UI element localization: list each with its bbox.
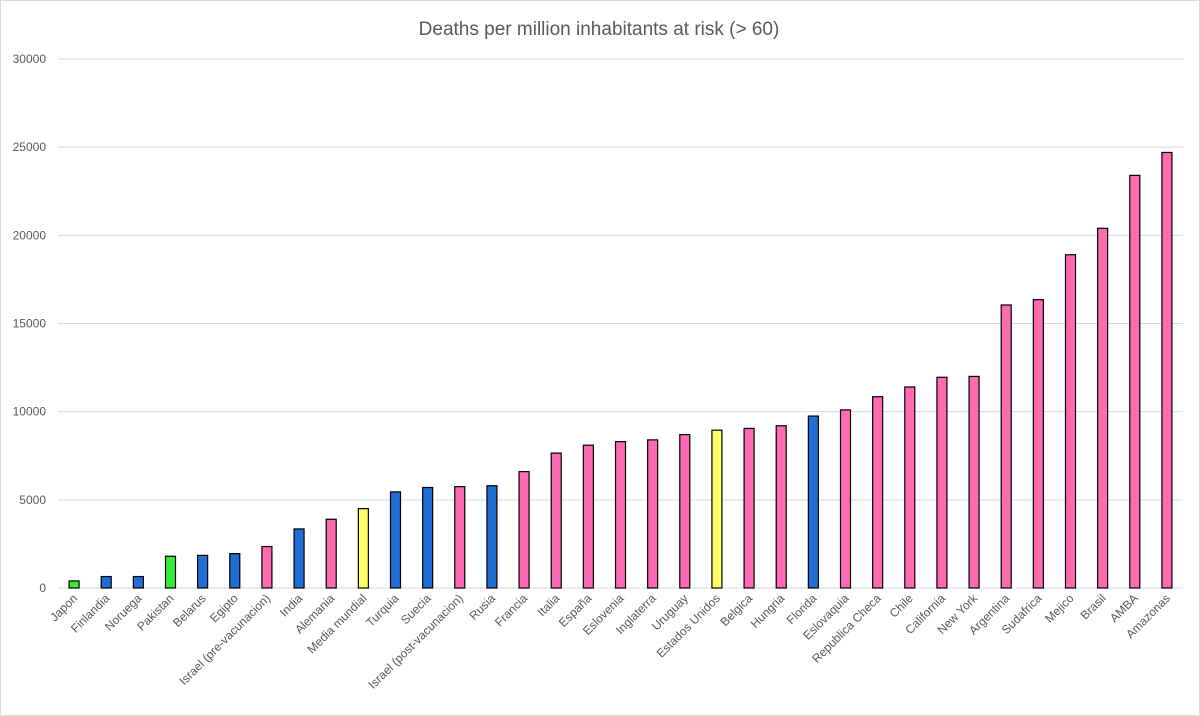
- bar-new-york: [968, 375, 980, 589]
- bar-sudafrica: [1032, 299, 1044, 589]
- bar-republica-checa: [872, 396, 884, 589]
- x-category-label: Turquia: [363, 591, 402, 630]
- bar-españa: [582, 444, 594, 589]
- bar-rusia: [486, 485, 498, 589]
- y-tick-label: 20000: [13, 228, 47, 242]
- bar-eslovaquia: [839, 409, 852, 589]
- bar-belarus: [197, 554, 209, 589]
- chart-title: Deaths per million inhabitants at risk (…: [419, 19, 780, 40]
- x-category-label: Italia: [535, 591, 563, 619]
- y-tick-label: 5000: [19, 493, 46, 507]
- bar-amba: [1129, 174, 1141, 589]
- bar-israel-pre-vacunacion: [261, 545, 273, 589]
- bar-hungria: [775, 425, 787, 589]
- y-tick-label: 15000: [13, 317, 47, 331]
- gridlines: [58, 58, 1183, 589]
- bar-japon: [68, 580, 80, 589]
- y-tick-label: 0: [39, 581, 46, 595]
- bar-florida: [807, 415, 819, 589]
- bar-francia: [518, 471, 530, 589]
- y-tick-label: 30000: [13, 52, 47, 66]
- bar-suecia: [422, 486, 434, 589]
- bar-chile: [904, 386, 916, 589]
- x-category-label: India: [277, 591, 306, 620]
- bar-egipto: [229, 553, 241, 589]
- y-tick-label: 25000: [13, 140, 47, 154]
- bar-media-mundial: [357, 508, 369, 589]
- bar-estados-unidos: [711, 429, 723, 589]
- bar-israel-post-vacunacion: [454, 486, 466, 589]
- bar-amazonas: [1161, 151, 1173, 589]
- bar-alemania: [325, 518, 337, 589]
- x-category-label: Brasil: [1078, 591, 1109, 622]
- y-tick-label: 10000: [13, 405, 47, 419]
- bar-turquia: [389, 491, 402, 589]
- bar-uruguay: [679, 433, 691, 589]
- bar-italia: [550, 452, 562, 589]
- bar-india: [293, 528, 305, 589]
- x-category-label: Mejico: [1042, 591, 1077, 626]
- x-category-label: Hungria: [748, 591, 788, 631]
- bar-california: [936, 376, 948, 589]
- bar-finlandia: [100, 575, 112, 589]
- bar-noruega: [132, 575, 144, 589]
- x-category-label: Francia: [492, 591, 530, 629]
- bar-inglaterra: [647, 439, 659, 589]
- bar-pakistan: [164, 555, 177, 589]
- x-category-label: Belarus: [170, 591, 209, 630]
- bars: [68, 151, 1173, 589]
- bar-eslovenia: [614, 441, 627, 589]
- x-axis-labels: JaponFinlandiaNoruegaPakistanBelarusEgip…: [47, 591, 1173, 692]
- y-axis-ticks: 0 5000 10000 15000 20000 25000 30000: [13, 52, 47, 595]
- bar-mejico: [1064, 254, 1077, 589]
- x-category-label: Chile: [887, 591, 916, 620]
- bar-belgica: [743, 427, 755, 589]
- bar-argentina: [1000, 304, 1012, 589]
- bar-brasil: [1097, 227, 1109, 589]
